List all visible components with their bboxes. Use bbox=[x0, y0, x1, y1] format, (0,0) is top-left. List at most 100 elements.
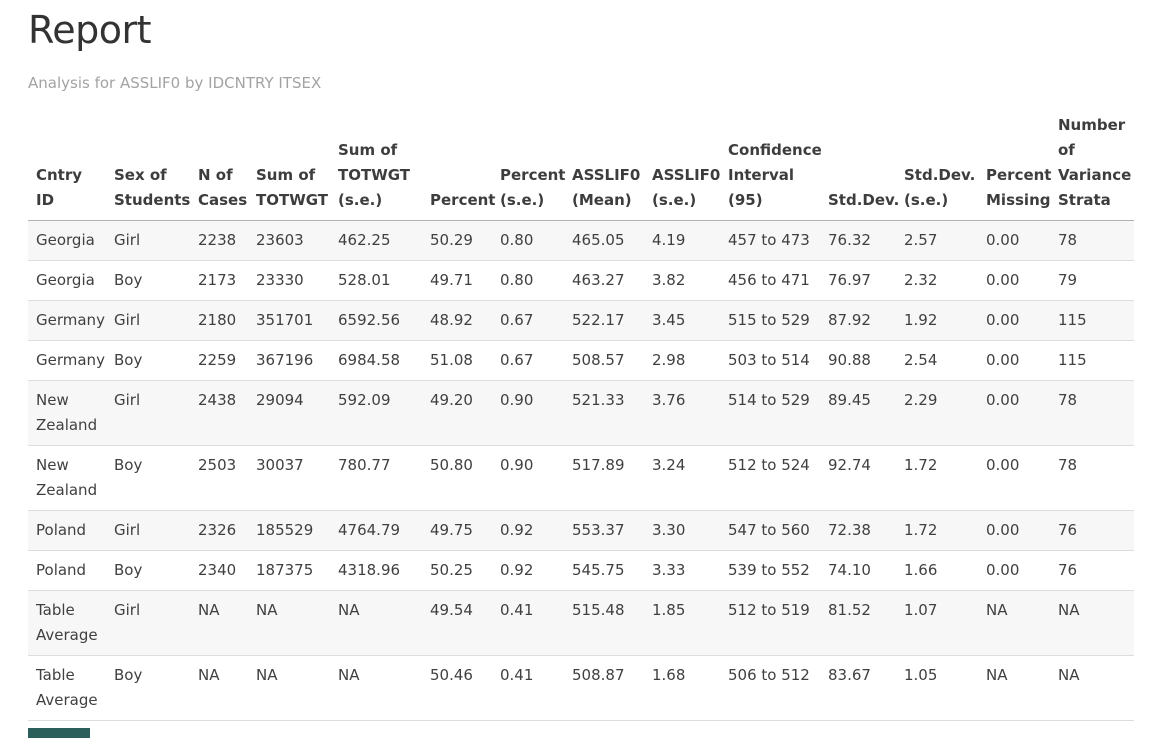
table-cell: 0.00 bbox=[986, 350, 1020, 369]
table-body: Georgia Girl 2238 23603 462.25 50.29 0.80 465.0… bbox=[28, 220, 1134, 721]
table-cell: 0.41 bbox=[500, 600, 534, 619]
table-row: Germany Boy 2259 367196 6984.58 51.08 0.67 508.… bbox=[28, 340, 1134, 381]
table-cell: 92.74 bbox=[828, 455, 871, 474]
table-cell: Girl bbox=[114, 520, 141, 539]
column-header: Number of Variance Strata bbox=[1050, 105, 1134, 221]
table-cell: 512 to 524 bbox=[728, 455, 810, 474]
table-cell: 1.05 bbox=[904, 665, 938, 684]
table-cell: NA bbox=[256, 600, 278, 619]
table-cell: 48.92 bbox=[430, 310, 473, 329]
table-cell: NA bbox=[198, 665, 220, 684]
table-cell: NA bbox=[1058, 665, 1080, 684]
table-cell: 74.10 bbox=[828, 560, 871, 579]
table-cell: 351701 bbox=[256, 310, 314, 329]
table-cell: 515 to 529 bbox=[728, 310, 810, 329]
table-cell: 4764.79 bbox=[338, 520, 401, 539]
table-row: Table Average Boy NA NA NA 50.46 0.41 508.87 1.6… bbox=[28, 655, 1134, 721]
table-cell: 1.68 bbox=[652, 665, 686, 684]
table-cell: Boy bbox=[114, 560, 143, 579]
table-cell: 4318.96 bbox=[338, 560, 401, 579]
table-cell: 0.00 bbox=[986, 520, 1020, 539]
table-cell: 23330 bbox=[256, 270, 304, 289]
table-cell: 3.76 bbox=[652, 390, 686, 409]
table-cell: Table Average bbox=[36, 600, 98, 644]
table-cell: 522.17 bbox=[572, 310, 625, 329]
table-cell: 4.19 bbox=[652, 230, 686, 249]
table-cell: 49.20 bbox=[430, 390, 473, 409]
table-cell: 2.54 bbox=[904, 350, 938, 369]
table-cell: Boy bbox=[114, 455, 143, 474]
table-cell: 457 to 473 bbox=[728, 230, 810, 249]
table-cell: 87.92 bbox=[828, 310, 871, 329]
table-cell: 89.45 bbox=[828, 390, 871, 409]
table-cell: 553.37 bbox=[572, 520, 625, 539]
table-cell: 78 bbox=[1058, 455, 1078, 474]
table-cell: Boy bbox=[114, 350, 143, 369]
table-header: Cntry ID Sex of Students N of Cases Sum of … bbox=[28, 105, 1134, 221]
table-cell: 3.82 bbox=[652, 270, 686, 289]
table-cell: 0.67 bbox=[500, 310, 534, 329]
table-cell: 503 to 514 bbox=[728, 350, 810, 369]
table-cell: 3.30 bbox=[652, 520, 686, 539]
table-cell: 2.57 bbox=[904, 230, 938, 249]
table-cell: 2173 bbox=[198, 270, 237, 289]
table-cell: 2180 bbox=[198, 310, 237, 329]
table-cell: Boy bbox=[114, 665, 143, 684]
column-header: N of Cases bbox=[190, 105, 248, 221]
table-cell: New Zealand bbox=[36, 390, 98, 434]
table-cell: 76 bbox=[1058, 520, 1078, 539]
table-cell: 521.33 bbox=[572, 390, 625, 409]
table-cell: 115 bbox=[1058, 350, 1087, 369]
table-cell: 50.80 bbox=[430, 455, 473, 474]
column-header: Sum of TOTWGT bbox=[248, 105, 330, 221]
table-cell: Germany bbox=[36, 350, 105, 369]
table-cell: 76.97 bbox=[828, 270, 871, 289]
table-row: Poland Girl 2326 185529 4764.79 49.75 0.92 553.… bbox=[28, 510, 1134, 551]
table-cell: 512 to 519 bbox=[728, 600, 810, 619]
column-header: Cntry ID bbox=[28, 105, 106, 221]
table-cell: 79 bbox=[1058, 270, 1078, 289]
table-row: New Zealand Girl 2438 29094 592.09 49.20 0.90 5… bbox=[28, 380, 1134, 446]
table-cell: Poland bbox=[36, 560, 87, 579]
table-cell: 3.24 bbox=[652, 455, 686, 474]
table-cell: 185529 bbox=[256, 520, 314, 539]
table-cell: 3.33 bbox=[652, 560, 686, 579]
page-title: Report bbox=[28, 8, 151, 52]
table-cell: 0.00 bbox=[986, 310, 1020, 329]
table-cell: 50.29 bbox=[430, 230, 473, 249]
column-header: Std.Dev. (s.e.) bbox=[896, 105, 978, 221]
table-cell: 23603 bbox=[256, 230, 304, 249]
footer-accent-bar bbox=[28, 728, 90, 738]
table-cell: Girl bbox=[114, 230, 141, 249]
column-header: Percent bbox=[422, 105, 495, 221]
table-cell: 463.27 bbox=[572, 270, 625, 289]
table-cell: 90.88 bbox=[828, 350, 871, 369]
table-cell: Germany bbox=[36, 310, 105, 329]
table-row: Germany Girl 2180 351701 6592.56 48.92 0.67 522… bbox=[28, 300, 1134, 341]
table-cell: 0.92 bbox=[500, 520, 534, 539]
table-cell: 2326 bbox=[198, 520, 237, 539]
table-cell: New Zealand bbox=[36, 455, 98, 499]
column-header: Std.Dev. bbox=[820, 105, 899, 221]
table-cell: 78 bbox=[1058, 390, 1078, 409]
table-cell: 2259 bbox=[198, 350, 237, 369]
table-cell: NA bbox=[1058, 600, 1080, 619]
table-cell: 0.90 bbox=[500, 455, 534, 474]
table-cell: 515.48 bbox=[572, 600, 625, 619]
table-cell: 0.00 bbox=[986, 390, 1020, 409]
table-cell: Georgia bbox=[36, 230, 95, 249]
table-cell: NA bbox=[338, 600, 360, 619]
column-header: ASSLIF0 (Mean) bbox=[564, 105, 644, 221]
table-cell: 0.80 bbox=[500, 270, 534, 289]
table-cell: 115 bbox=[1058, 310, 1087, 329]
table-cell: 76.32 bbox=[828, 230, 871, 249]
table-cell: 514 to 529 bbox=[728, 390, 810, 409]
table-cell: 1.07 bbox=[904, 600, 938, 619]
table-cell: 1.92 bbox=[904, 310, 938, 329]
table-row: Georgia Girl 2238 23603 462.25 50.29 0.80 465.0… bbox=[28, 220, 1134, 261]
table-row: New Zealand Boy 2503 30037 780.77 50.80 0.90 51… bbox=[28, 445, 1134, 511]
table-cell: NA bbox=[198, 600, 220, 619]
table-cell: 30037 bbox=[256, 455, 304, 474]
table-row: Poland Boy 2340 187375 4318.96 50.25 0.92 545.7… bbox=[28, 550, 1134, 591]
table-cell: 29094 bbox=[256, 390, 304, 409]
